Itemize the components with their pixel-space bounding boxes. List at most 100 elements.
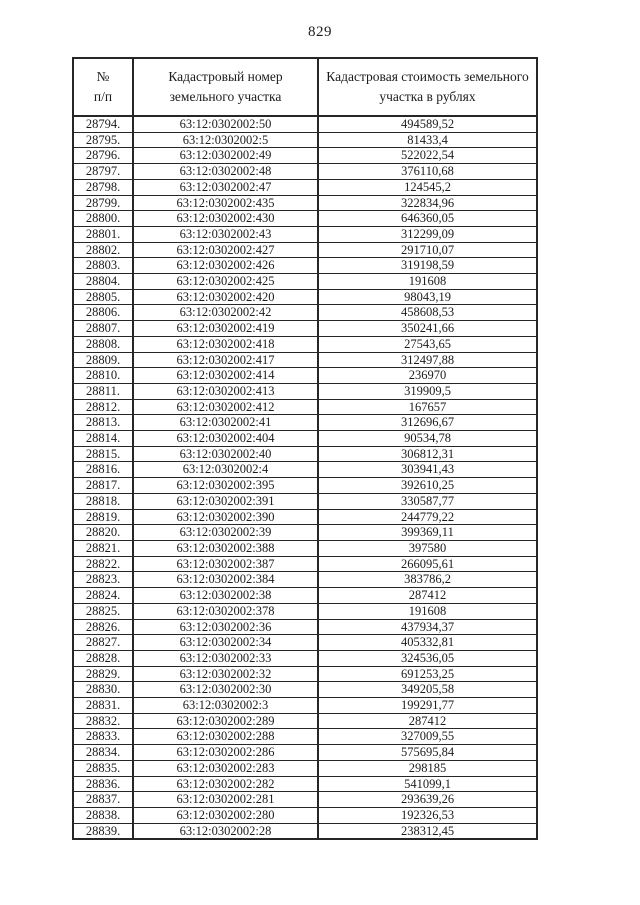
row-index-cell: 28802. [72, 241, 134, 259]
row-index-cell: 28829. [72, 665, 134, 683]
cadastral-value-cell: 238312,45 [317, 822, 538, 840]
cadastral-value-cell: 322834,96 [317, 194, 538, 212]
cadastral-number-cell: 63:12:0302002:435 [132, 194, 319, 212]
row-index-cell: 28838. [72, 806, 134, 824]
table-row: 28829. 63:12:0302002:32 691253,25 [72, 665, 538, 683]
table-row: 28826. 63:12:0302002:36 437934,37 [72, 618, 538, 636]
table-row: 28799. 63:12:0302002:435 322834,96 [72, 194, 538, 212]
row-index-cell: 28805. [72, 288, 134, 306]
cadastral-table: № п/п Кадастровый номер земельного участ… [72, 57, 538, 841]
header-row: № п/п Кадастровый номер земельного участ… [72, 57, 538, 117]
row-index-cell: 28837. [72, 791, 134, 808]
cadastral-number-cell: 63:12:0302002:41 [132, 414, 319, 432]
table-row: 28796. 63:12:0302002:49 522022,54 [72, 147, 538, 165]
table-row: 28807. 63:12:0302002:419 350241,66 [72, 320, 538, 337]
row-index-cell: 28830. [72, 681, 134, 699]
cadastral-number-cell: 63:12:0302002:48 [132, 163, 319, 180]
table-row: 28795. 63:12:0302002:5 81433,4 [72, 131, 538, 149]
row-index-cell: 28831. [72, 697, 134, 714]
cadastral-number-cell: 63:12:0302002:414 [132, 367, 319, 384]
cadastral-value-cell: 350241,66 [317, 320, 538, 337]
cadastral-number-cell: 63:12:0302002:283 [132, 759, 319, 777]
cadastral-value-cell: 399369,11 [317, 524, 538, 541]
table-row: 28797. 63:12:0302002:48 376110,68 [72, 163, 538, 180]
cadastral-value-cell: 312497,88 [317, 351, 538, 369]
cadastral-value-cell: 266095,61 [317, 555, 538, 573]
cadastral-number-cell: 63:12:0302002:417 [132, 351, 319, 369]
row-index-cell: 28814. [72, 430, 134, 447]
cadastral-value-cell: 319198,59 [317, 257, 538, 275]
cadastral-value-cell: 236970 [317, 367, 538, 384]
row-index-cell: 28795. [72, 131, 134, 149]
cadastral-value-cell: 306812,31 [317, 445, 538, 463]
cadastral-value-cell: 287412 [317, 587, 538, 604]
cadastral-value-cell: 319909,5 [317, 382, 538, 400]
cadastral-number-cell: 63:12:0302002:4 [132, 461, 319, 479]
row-index-cell: 28817. [72, 477, 134, 494]
cadastral-value-cell: 437934,37 [317, 618, 538, 636]
table-header: № п/п Кадастровый номер земельного участ… [72, 57, 538, 117]
cadastral-number-cell: 63:12:0302002:43 [132, 225, 319, 243]
cadastral-number-cell: 63:12:0302002:30 [132, 681, 319, 699]
cadastral-number-cell: 63:12:0302002:378 [132, 602, 319, 620]
table-row: 28803. 63:12:0302002:426 319198,59 [72, 257, 538, 275]
row-index-cell: 28808. [72, 335, 134, 353]
cadastral-value-cell: 494589,52 [317, 115, 538, 133]
cadastral-number-cell: 63:12:0302002:419 [132, 320, 319, 337]
table-row: 28839. 63:12:0302002:28 238312,45 [72, 822, 538, 840]
row-index-cell: 28797. [72, 163, 134, 180]
cadastral-value-cell: 124545,2 [317, 178, 538, 196]
cadastral-value-cell: 199291,77 [317, 697, 538, 714]
table-row: 28827. 63:12:0302002:34 405332,81 [72, 634, 538, 651]
cadastral-value-cell: 293639,26 [317, 791, 538, 808]
cadastral-value-cell: 312299,09 [317, 225, 538, 243]
cadastral-value-cell: 324536,05 [317, 649, 538, 667]
table-row: 28819. 63:12:0302002:390 244779,22 [72, 508, 538, 526]
cadastral-value-cell: 327009,55 [317, 728, 538, 746]
row-index-cell: 28820. [72, 524, 134, 541]
row-index-cell: 28816. [72, 461, 134, 479]
column-header-cadastral-number: Кадастровый номер земельного участка [132, 57, 319, 117]
table-row: 28823. 63:12:0302002:384 383786,2 [72, 571, 538, 589]
table-row: 28801. 63:12:0302002:43 312299,09 [72, 225, 538, 243]
cadastral-value-cell: 405332,81 [317, 634, 538, 651]
table-row: 28813. 63:12:0302002:41 312696,67 [72, 414, 538, 432]
table-row: 28794. 63:12:0302002:50 494589,52 [72, 115, 538, 133]
cadastral-number-cell: 63:12:0302002:33 [132, 649, 319, 667]
row-index-cell: 28827. [72, 634, 134, 651]
table-row: 28805. 63:12:0302002:420 98043,19 [72, 288, 538, 306]
row-index-cell: 28815. [72, 445, 134, 463]
cadastral-number-cell: 63:12:0302002:425 [132, 273, 319, 290]
cadastral-number-cell: 63:12:0302002:40 [132, 445, 319, 463]
table-row: 28832. 63:12:0302002:289 287412 [72, 712, 538, 730]
table-row: 28802. 63:12:0302002:427 291710,07 [72, 241, 538, 259]
row-index-cell: 28825. [72, 602, 134, 620]
cadastral-value-cell: 167657 [317, 398, 538, 416]
cadastral-value-cell: 392610,25 [317, 477, 538, 494]
cadastral-number-cell: 63:12:0302002:281 [132, 791, 319, 808]
row-index-cell: 28832. [72, 712, 134, 730]
cadastral-value-cell: 303941,43 [317, 461, 538, 479]
row-index-cell: 28800. [72, 210, 134, 227]
cadastral-number-cell: 63:12:0302002:3 [132, 697, 319, 714]
cadastral-value-cell: 349205,58 [317, 681, 538, 699]
row-index-cell: 28834. [72, 744, 134, 761]
cadastral-value-cell: 287412 [317, 712, 538, 730]
cadastral-number-cell: 63:12:0302002:387 [132, 555, 319, 573]
row-index-cell: 28798. [72, 178, 134, 196]
table-body: 28794. 63:12:0302002:50 494589,52 28795.… [72, 115, 538, 840]
cadastral-value-cell: 458608,53 [317, 304, 538, 322]
cadastral-value-cell: 244779,22 [317, 508, 538, 526]
cadastral-number-cell: 63:12:0302002:38 [132, 587, 319, 604]
cadastral-value-cell: 191608 [317, 273, 538, 290]
cadastral-number-cell: 63:12:0302002:391 [132, 492, 319, 510]
cadastral-value-cell: 291710,07 [317, 241, 538, 259]
table-row: 28825. 63:12:0302002:378 191608 [72, 602, 538, 620]
table-row: 28831. 63:12:0302002:3 199291,77 [72, 697, 538, 714]
column-header-cadastral-value: Кадастровая стоимость земельного участка… [317, 57, 538, 117]
table-row: 28798. 63:12:0302002:47 124545,2 [72, 178, 538, 196]
row-index-cell: 28826. [72, 618, 134, 636]
table-row: 28835. 63:12:0302002:283 298185 [72, 759, 538, 777]
table-row: 28809. 63:12:0302002:417 312497,88 [72, 351, 538, 369]
table-row: 28828. 63:12:0302002:33 324536,05 [72, 649, 538, 667]
